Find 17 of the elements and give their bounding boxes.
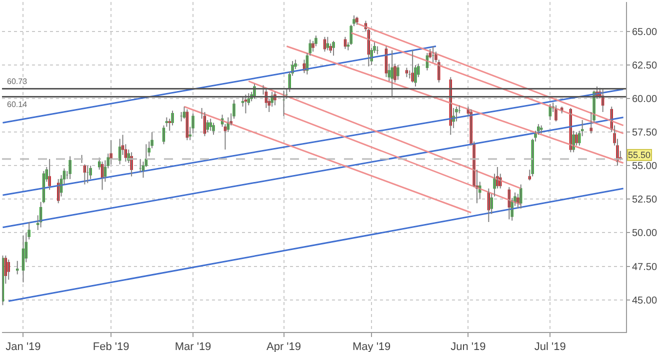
x-tick-label: Jun '19 [450,341,486,352]
y-tick-label: 62.50 [632,60,658,72]
y-tick-label: 60.00 [632,94,658,106]
y-tick-label: 57.50 [632,128,658,139]
y-tick-label: 55.00 [632,161,658,172]
ref-line-label: 55.50 [628,150,651,160]
y-tick-label: 45.00 [632,295,658,306]
x-tick-label: Jan '19 [6,341,41,352]
x-tick-label: Jul '19 [534,341,566,352]
ref-line-label: 60.73 [7,77,28,86]
y-tick-label: 50.00 [632,228,658,240]
y-tick-label: 65.00 [632,27,658,38]
ref-line-label: 60.14 [7,100,28,109]
y-tick-label: 52.50 [632,194,658,206]
x-tick-label: Feb '19 [92,341,130,352]
x-tick-label: Mar '19 [174,341,212,352]
y-tick-label: 47.50 [632,262,658,273]
